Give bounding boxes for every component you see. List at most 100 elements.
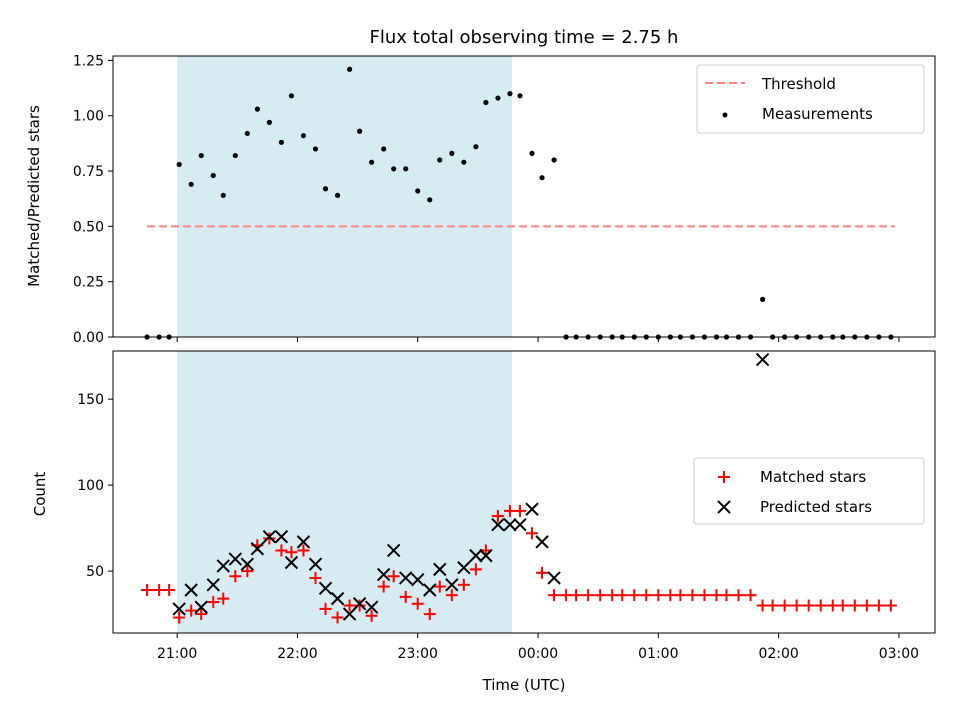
matched-star-point	[343, 599, 356, 612]
predicted-star-point	[240, 557, 255, 571]
matched-star-point	[756, 599, 769, 612]
matched-star-point	[674, 589, 687, 602]
matched-star-point	[628, 589, 641, 602]
matched-star-point	[217, 592, 230, 605]
predicted-star-point	[296, 535, 311, 549]
x-tick-label: 00:00	[518, 646, 558, 662]
predicted-stars-series	[172, 352, 770, 621]
bottom-legend-frame	[693, 457, 925, 525]
matched-star-point	[826, 599, 839, 612]
measurement-point	[300, 133, 307, 139]
predicted-star-point	[364, 600, 379, 614]
matched-star-point	[241, 565, 254, 578]
matched-star-point	[513, 504, 526, 517]
top-x-ticks	[176, 337, 900, 342]
matched-star-point	[560, 589, 573, 602]
matched-star-point	[263, 532, 276, 545]
y-tick-label: 100	[77, 478, 104, 494]
measurement-point	[495, 95, 501, 101]
predicted-star-point	[433, 562, 447, 577]
predicted-star-point	[284, 555, 299, 570]
matched-star-point	[536, 566, 549, 579]
matched-star-point	[141, 584, 154, 597]
measurement-point	[288, 93, 295, 99]
matched-star-point	[526, 527, 539, 540]
matched-star-point	[331, 611, 344, 624]
matched-star-point	[860, 599, 873, 612]
matched-star-point	[387, 570, 400, 583]
predicted-star-point	[411, 572, 425, 587]
measurement-point	[334, 192, 341, 198]
predicted-star-point	[457, 560, 471, 575]
matched-star-point	[744, 589, 757, 602]
predicted-star-point	[491, 517, 505, 532]
predicted-stars-legend-swatch	[717, 500, 731, 514]
matched-star-point	[275, 544, 288, 557]
matched-star-point	[229, 570, 242, 583]
measurements-legend-swatch	[722, 112, 728, 118]
predicted-star-point	[308, 557, 323, 571]
measurement-point	[322, 186, 329, 192]
predicted-star-point	[535, 535, 549, 549]
predicted-star-point	[525, 502, 539, 516]
measurement-point	[266, 119, 272, 125]
measurement-point	[198, 152, 204, 159]
measurement-point	[369, 159, 375, 165]
predicted-star-point	[547, 571, 561, 585]
y-tick-label: 0.50	[73, 219, 104, 235]
predicted-star-point	[513, 517, 527, 532]
measurement-point	[391, 166, 397, 172]
matched-star-point	[836, 599, 849, 612]
measurement-point	[278, 139, 285, 145]
matched-star-point	[195, 608, 208, 621]
measurement-point	[517, 93, 523, 99]
observing-interval-shade-top	[177, 56, 512, 337]
matched-star-point	[285, 546, 298, 559]
measurement-point	[403, 166, 409, 172]
predicted-star-point	[262, 530, 277, 544]
measurement-point	[357, 128, 363, 134]
matched-star-point	[594, 589, 607, 602]
top-legend-frame	[696, 64, 925, 134]
predicted-star-point	[445, 578, 459, 592]
measurement-point	[529, 150, 535, 156]
matched-star-point	[872, 599, 885, 612]
top-axes-frame	[112, 55, 936, 338]
matched-star-point	[640, 589, 653, 602]
measurement-point	[483, 99, 489, 106]
measurement-point	[346, 66, 353, 72]
predicted-star-point	[330, 591, 345, 606]
matched-star-point	[582, 589, 595, 602]
matched-stars-legend-swatch	[718, 471, 730, 483]
x-tick-label: 22:00	[277, 646, 317, 662]
matched-star-point	[173, 611, 186, 624]
matched-star-point	[848, 599, 861, 612]
predicted-star-point	[469, 548, 483, 563]
matched-star-point	[732, 589, 745, 602]
matched-star-point	[457, 578, 470, 591]
matched-star-point	[365, 609, 378, 622]
measurement-point	[232, 152, 238, 159]
matched-star-point	[766, 599, 779, 612]
bottom-panel: 50 100 150 21:00 22:00 23:00 00:00 01:00 02:00 0…	[31, 350, 936, 694]
matched-star-point	[469, 563, 482, 576]
y-tick-label: 1.00	[73, 109, 104, 125]
matched-star-point	[802, 599, 815, 612]
matched-stars-series	[141, 504, 897, 624]
matched-star-point	[411, 597, 424, 610]
predicted-star-point	[250, 542, 265, 556]
measurement-point	[507, 91, 513, 97]
predicted-star-point	[342, 607, 357, 621]
matched-star-point	[153, 584, 166, 597]
matched-star-point	[445, 589, 458, 602]
matched-star-point	[570, 589, 583, 602]
matched-star-point	[664, 589, 677, 602]
matched-star-point	[720, 589, 733, 602]
measurement-point	[220, 192, 226, 198]
matched-star-point	[790, 599, 803, 612]
measurement-point	[551, 157, 557, 163]
x-tick-label: 23:00	[398, 646, 438, 662]
measurement-point	[381, 146, 387, 152]
measurements-legend-label: Measurements	[762, 105, 873, 123]
measurement-point	[449, 150, 455, 156]
